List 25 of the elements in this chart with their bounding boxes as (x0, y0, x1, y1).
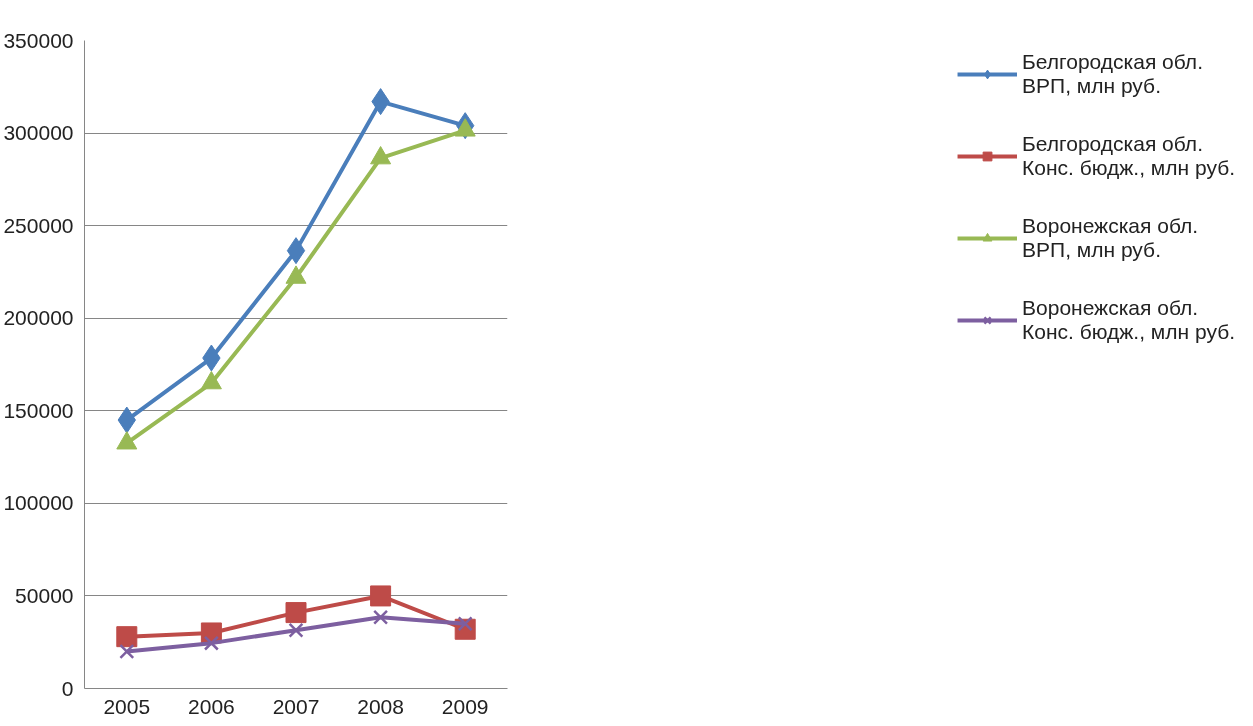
x-tick-label: 2008 (357, 694, 404, 718)
legend-label: Белгородская обл. Конс. бюдж., млн руб. (1022, 132, 1235, 180)
y-tick-label: 200000 (3, 306, 74, 330)
point (203, 635, 220, 651)
x-tick-label: 2006 (188, 694, 235, 718)
point (116, 626, 138, 648)
point (372, 609, 389, 625)
y-tick-label: 50000 (15, 583, 74, 607)
y-tick-label: 150000 (3, 398, 74, 422)
y-tick-label: 300000 (3, 121, 74, 145)
point (286, 237, 306, 265)
point (119, 643, 135, 660)
x-tick-label: 2009 (441, 694, 489, 718)
x-tick-label: 2007 (272, 694, 320, 718)
legend-label: Белгородская обл. ВРП, млн руб. (1022, 50, 1203, 98)
legend-label: Воронежская обл. ВРП, млн руб. (1022, 214, 1199, 262)
legend-label: Воронежская обл. Конс. бюдж., млн руб. (1022, 296, 1235, 344)
point (285, 602, 307, 624)
y-tick-label: 350000 (3, 28, 74, 52)
y-tick-label: 100000 (3, 491, 74, 515)
y-tick-label: 0 (61, 676, 74, 700)
y-tick-label: 250000 (3, 213, 74, 237)
x-tick-label: 2005 (103, 694, 151, 718)
point (288, 622, 304, 638)
point (370, 585, 392, 607)
